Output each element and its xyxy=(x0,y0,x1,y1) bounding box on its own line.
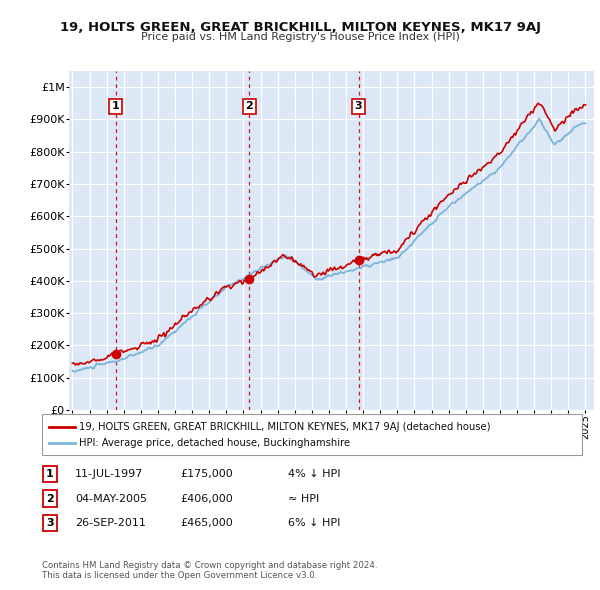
Text: 04-MAY-2005: 04-MAY-2005 xyxy=(75,494,147,503)
Text: 11-JUL-1997: 11-JUL-1997 xyxy=(75,469,143,478)
Text: 2: 2 xyxy=(46,494,53,503)
Text: 1: 1 xyxy=(112,101,119,112)
Text: £465,000: £465,000 xyxy=(180,519,233,528)
Text: 1: 1 xyxy=(46,469,53,478)
Text: 19, HOLTS GREEN, GREAT BRICKHILL, MILTON KEYNES, MK17 9AJ (detached house): 19, HOLTS GREEN, GREAT BRICKHILL, MILTON… xyxy=(79,422,491,432)
Text: Contains HM Land Registry data © Crown copyright and database right 2024.: Contains HM Land Registry data © Crown c… xyxy=(42,560,377,569)
Text: 26-SEP-2011: 26-SEP-2011 xyxy=(75,519,146,528)
Text: ≈ HPI: ≈ HPI xyxy=(288,494,319,503)
Text: 6% ↓ HPI: 6% ↓ HPI xyxy=(288,519,340,528)
Text: 19, HOLTS GREEN, GREAT BRICKHILL, MILTON KEYNES, MK17 9AJ: 19, HOLTS GREEN, GREAT BRICKHILL, MILTON… xyxy=(59,21,541,34)
Text: £406,000: £406,000 xyxy=(180,494,233,503)
Text: This data is licensed under the Open Government Licence v3.0.: This data is licensed under the Open Gov… xyxy=(42,571,317,580)
Text: 2: 2 xyxy=(245,101,253,112)
Text: 4% ↓ HPI: 4% ↓ HPI xyxy=(288,469,341,478)
Text: Price paid vs. HM Land Registry's House Price Index (HPI): Price paid vs. HM Land Registry's House … xyxy=(140,32,460,42)
Text: £175,000: £175,000 xyxy=(180,469,233,478)
Text: HPI: Average price, detached house, Buckinghamshire: HPI: Average price, detached house, Buck… xyxy=(79,438,350,447)
Text: 3: 3 xyxy=(46,519,53,528)
Text: 3: 3 xyxy=(355,101,362,112)
